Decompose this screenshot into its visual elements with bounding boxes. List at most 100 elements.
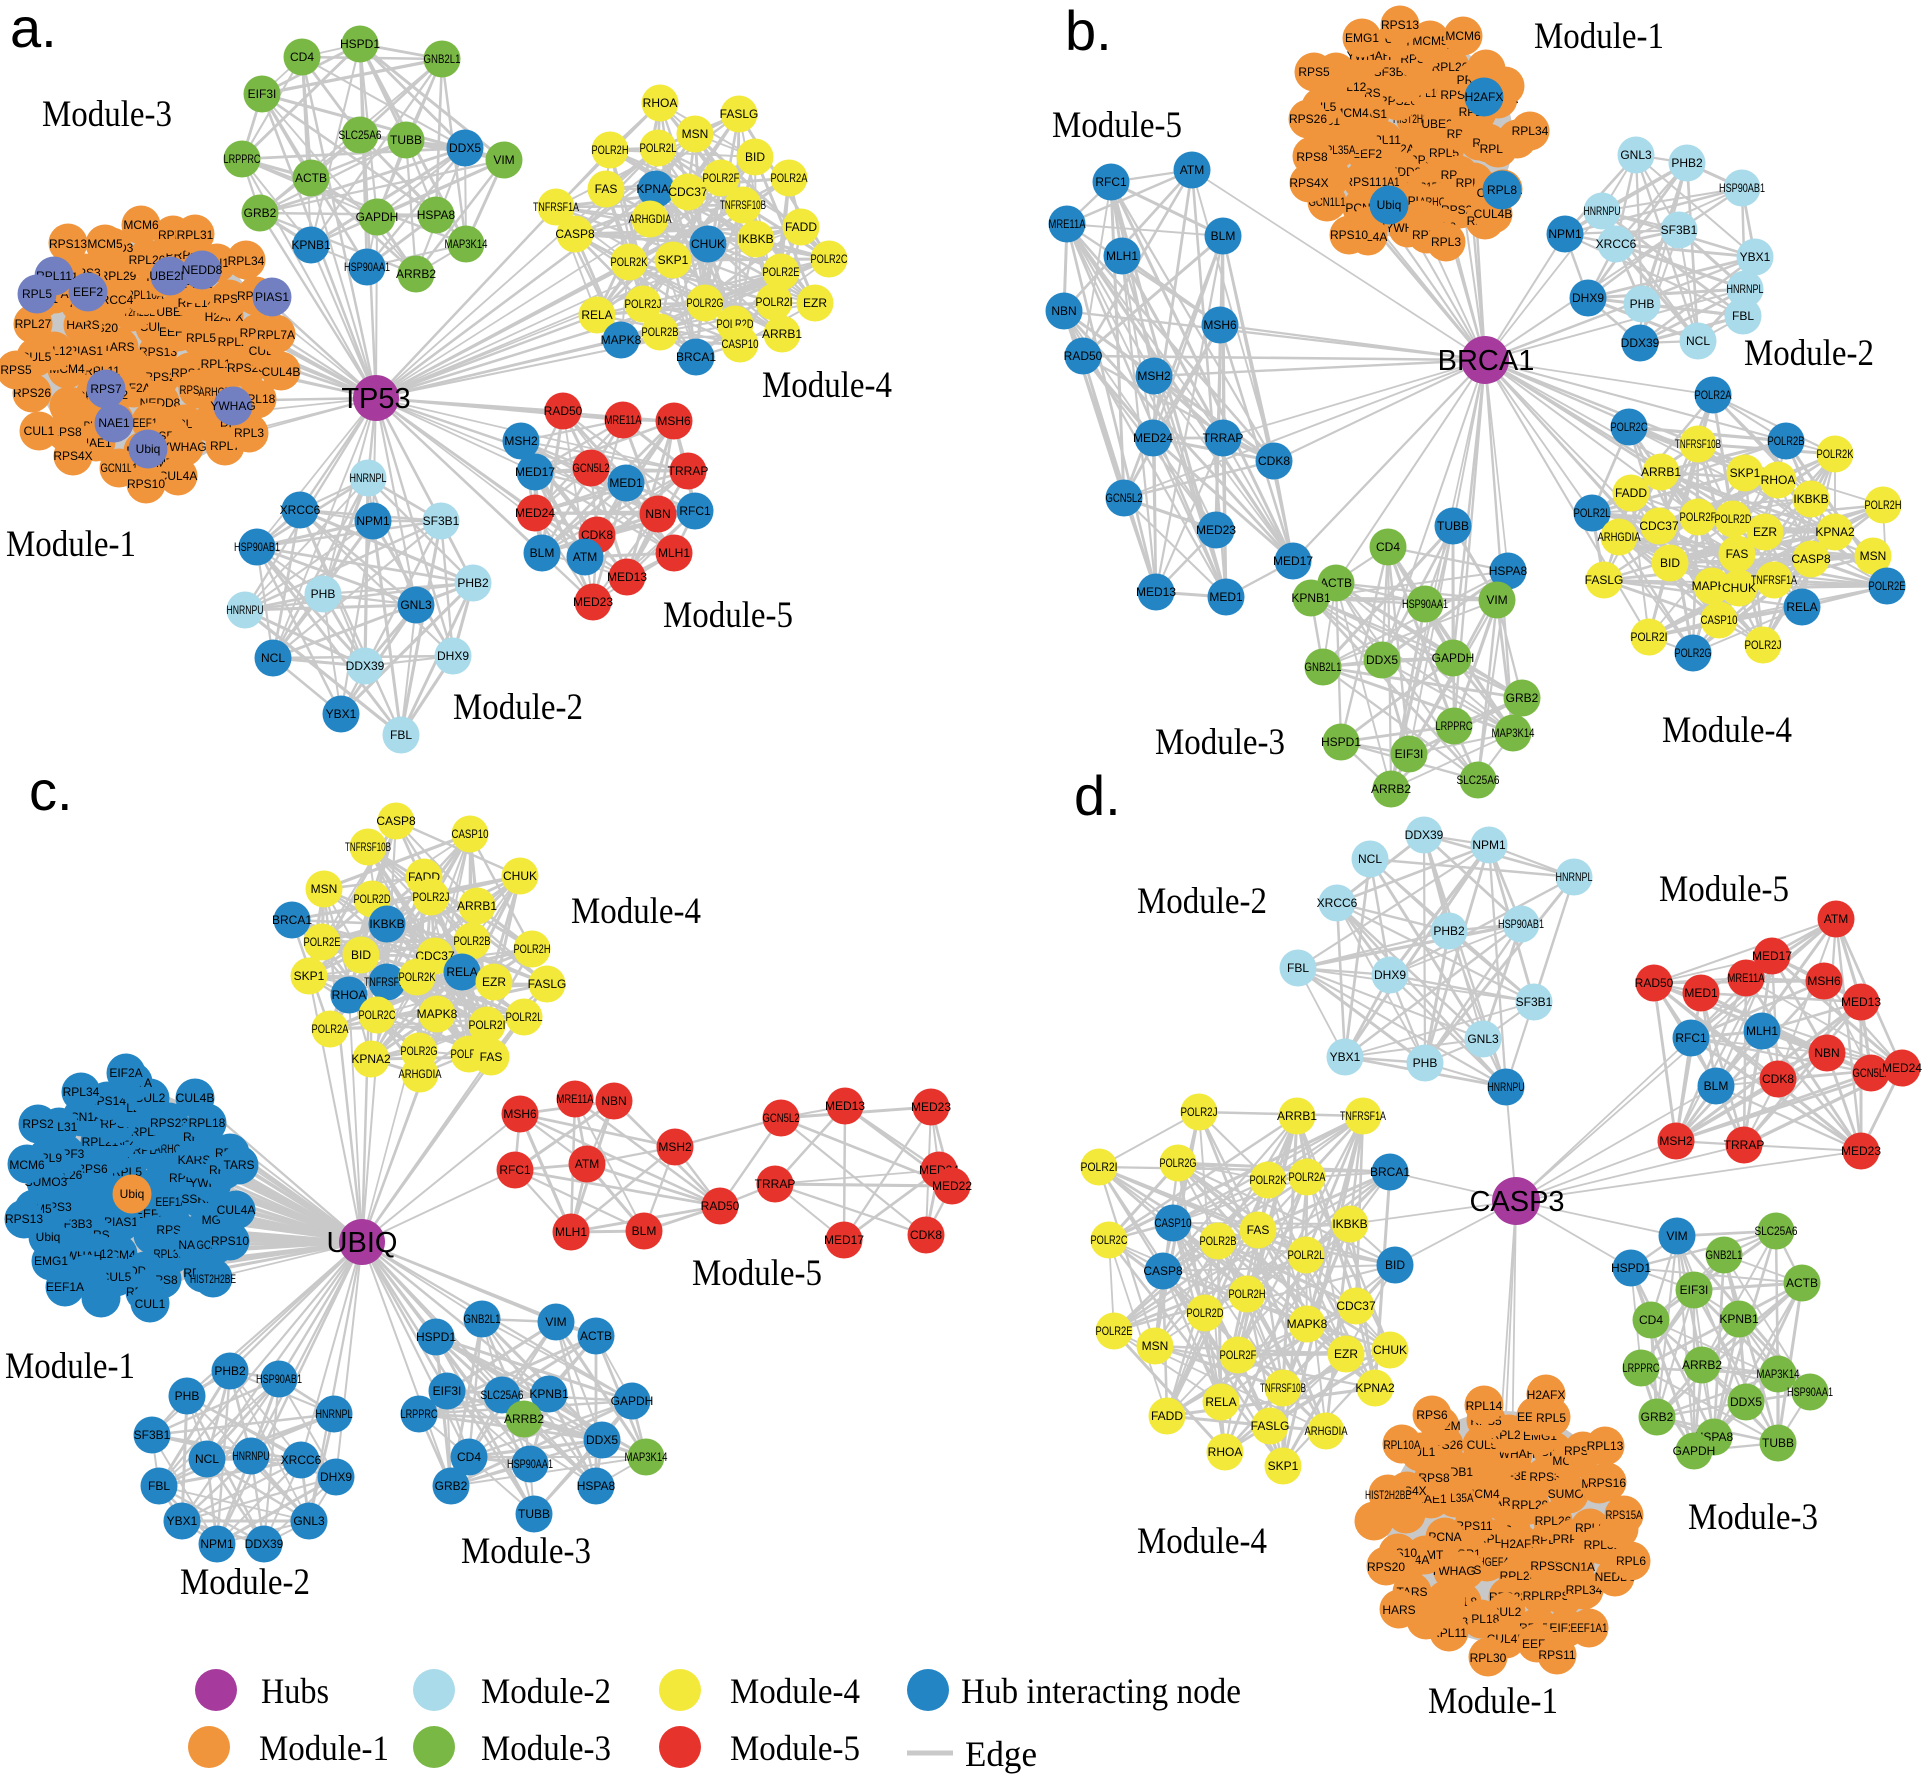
svg-text:POLR2J: POLR2J xyxy=(1745,638,1782,652)
svg-text:EZR: EZR xyxy=(482,975,506,989)
svg-text:SLC25A6: SLC25A6 xyxy=(1457,773,1500,787)
svg-text:HSP90AA1: HSP90AA1 xyxy=(1402,597,1448,611)
svg-text:HNRNPU: HNRNPU xyxy=(233,1449,270,1463)
svg-text:MED13: MED13 xyxy=(1841,995,1881,1009)
svg-text:RPS26: RPS26 xyxy=(1289,112,1327,126)
svg-text:EZR: EZR xyxy=(803,296,827,310)
svg-text:GRB2: GRB2 xyxy=(1641,1410,1674,1424)
svg-text:UBE2M: UBE2M xyxy=(149,269,190,283)
svg-text:EZR: EZR xyxy=(1334,1347,1358,1361)
svg-text:MSH6: MSH6 xyxy=(1807,974,1841,988)
svg-text:HNRNPL: HNRNPL xyxy=(1727,282,1764,296)
svg-text:MSN: MSN xyxy=(682,127,709,141)
svg-text:GAPDH: GAPDH xyxy=(611,1394,654,1408)
svg-text:EIF3I: EIF3I xyxy=(1395,747,1424,761)
svg-text:POLR2I: POLR2I xyxy=(1631,630,1668,644)
svg-text:DDX5: DDX5 xyxy=(449,141,481,155)
svg-text:GAPDH: GAPDH xyxy=(1673,1444,1716,1458)
svg-text:NPM1: NPM1 xyxy=(1548,227,1582,241)
svg-text:CUL1: CUL1 xyxy=(135,1297,166,1311)
svg-text:VIM: VIM xyxy=(545,1315,566,1329)
svg-text:RPS23: RPS23 xyxy=(150,1116,188,1130)
svg-text:RPS5: RPS5 xyxy=(1298,65,1330,79)
svg-text:HIST2H2BE: HIST2H2BE xyxy=(1365,1488,1411,1502)
svg-text:FASLG: FASLG xyxy=(1251,1419,1290,1433)
svg-text:EIF2A: EIF2A xyxy=(109,1066,142,1080)
svg-text:d.: d. xyxy=(1074,764,1121,827)
svg-text:SKP1: SKP1 xyxy=(294,969,325,983)
svg-text:CDK8: CDK8 xyxy=(910,1228,942,1242)
svg-text:DHX9: DHX9 xyxy=(1572,291,1604,305)
svg-text:POLR2D: POLR2D xyxy=(1187,1306,1224,1320)
svg-text:SF3B1: SF3B1 xyxy=(1661,223,1698,237)
svg-text:MLH1: MLH1 xyxy=(658,546,690,560)
svg-text:FASLG: FASLG xyxy=(528,977,567,991)
svg-text:PHB: PHB xyxy=(1413,1056,1438,1070)
svg-text:KPNB1: KPNB1 xyxy=(1719,1312,1759,1326)
svg-text:ATM: ATM xyxy=(1180,163,1204,177)
svg-text:ACTB: ACTB xyxy=(1320,576,1352,590)
svg-text:Ubiq: Ubiq xyxy=(1377,198,1402,212)
svg-text:POLR2A: POLR2A xyxy=(771,171,808,185)
svg-text:POLR2G: POLR2G xyxy=(401,1044,438,1058)
svg-text:POLR2K: POLR2K xyxy=(1250,1173,1287,1187)
svg-text:Module-3: Module-3 xyxy=(1688,1497,1818,1538)
svg-text:TUBB: TUBB xyxy=(1437,519,1469,533)
svg-text:POLR2H: POLR2H xyxy=(1865,498,1902,512)
svg-text:POLR2I: POLR2I xyxy=(1081,1160,1118,1174)
svg-text:POLR2A: POLR2A xyxy=(312,1022,349,1036)
svg-text:FADD: FADD xyxy=(1151,1409,1183,1423)
svg-text:RPL29: RPL29 xyxy=(100,269,137,283)
svg-text:IKBKB: IKBKB xyxy=(1793,492,1828,506)
svg-text:MCM5: MCM5 xyxy=(87,237,123,251)
svg-text:POLR2E: POLR2E xyxy=(1869,579,1906,593)
svg-text:Module-3: Module-3 xyxy=(42,94,172,135)
svg-text:VIM: VIM xyxy=(1486,593,1507,607)
svg-text:TNFRSF10B: TNFRSF10B xyxy=(345,840,391,854)
svg-text:LRPPRC: LRPPRC xyxy=(401,1407,438,1421)
svg-text:EEF1A1: EEF1A1 xyxy=(1571,1621,1608,1635)
svg-text:HNRNPU: HNRNPU xyxy=(1488,1080,1525,1094)
svg-text:H2AFX: H2AFX xyxy=(1465,90,1504,104)
svg-text:CDK8: CDK8 xyxy=(581,528,613,542)
svg-text:CASP10: CASP10 xyxy=(452,827,489,841)
svg-text:GNB2L1: GNB2L1 xyxy=(1305,660,1342,674)
svg-text:ARRB1: ARRB1 xyxy=(1277,1109,1317,1123)
svg-text:HNRNPL: HNRNPL xyxy=(350,471,387,485)
svg-text:RPL31: RPL31 xyxy=(177,228,214,242)
svg-text:SKP1: SKP1 xyxy=(1730,466,1761,480)
svg-text:Hubs: Hubs xyxy=(261,1671,329,1711)
svg-text:Module-2: Module-2 xyxy=(180,1562,310,1603)
svg-text:NPM1: NPM1 xyxy=(1472,838,1506,852)
svg-text:CASP8: CASP8 xyxy=(1791,552,1831,566)
svg-text:MCM6: MCM6 xyxy=(9,1158,45,1172)
svg-text:MSH6: MSH6 xyxy=(503,1107,537,1121)
svg-text:CDC37: CDC37 xyxy=(1336,1299,1376,1313)
svg-text:MCM6: MCM6 xyxy=(123,218,159,232)
svg-text:CUL4A: CUL4A xyxy=(217,1203,256,1217)
svg-text:POLR2L: POLR2L xyxy=(506,1010,543,1024)
svg-text:GCN5L2: GCN5L2 xyxy=(1853,1066,1890,1080)
svg-text:HSPD1: HSPD1 xyxy=(1611,1261,1651,1275)
svg-text:GCN5L2: GCN5L2 xyxy=(763,1111,800,1125)
svg-text:POLR2B: POLR2B xyxy=(1768,434,1805,448)
svg-text:MRE11A: MRE11A xyxy=(1049,217,1086,231)
svg-text:GRB2: GRB2 xyxy=(1506,691,1539,705)
svg-text:GCN5L2: GCN5L2 xyxy=(1106,491,1143,505)
svg-text:RPS3: RPS3 xyxy=(1529,1470,1561,1484)
svg-text:ARHGDIA: ARHGDIA xyxy=(1598,530,1641,544)
svg-text:Hub interacting node: Hub interacting node xyxy=(961,1671,1241,1711)
svg-text:RPS4X: RPS4X xyxy=(53,449,92,463)
svg-text:KPNB1: KPNB1 xyxy=(529,1387,569,1401)
svg-text:H2AFX: H2AFX xyxy=(1501,1537,1540,1551)
svg-text:PHB2: PHB2 xyxy=(1433,924,1465,938)
svg-text:RPS6: RPS6 xyxy=(1416,1408,1448,1422)
svg-text:NPM1: NPM1 xyxy=(356,514,390,528)
svg-text:IKBKB: IKBKB xyxy=(738,232,773,246)
svg-text:POLR2B: POLR2B xyxy=(642,325,679,339)
svg-text:TNFRSF1A: TNFRSF1A xyxy=(1340,1109,1386,1123)
svg-text:ATM: ATM xyxy=(573,550,597,564)
svg-text:POLR2D: POLR2D xyxy=(354,892,391,906)
svg-text:CDK8: CDK8 xyxy=(1258,454,1290,468)
svg-text:MED23: MED23 xyxy=(573,595,613,609)
